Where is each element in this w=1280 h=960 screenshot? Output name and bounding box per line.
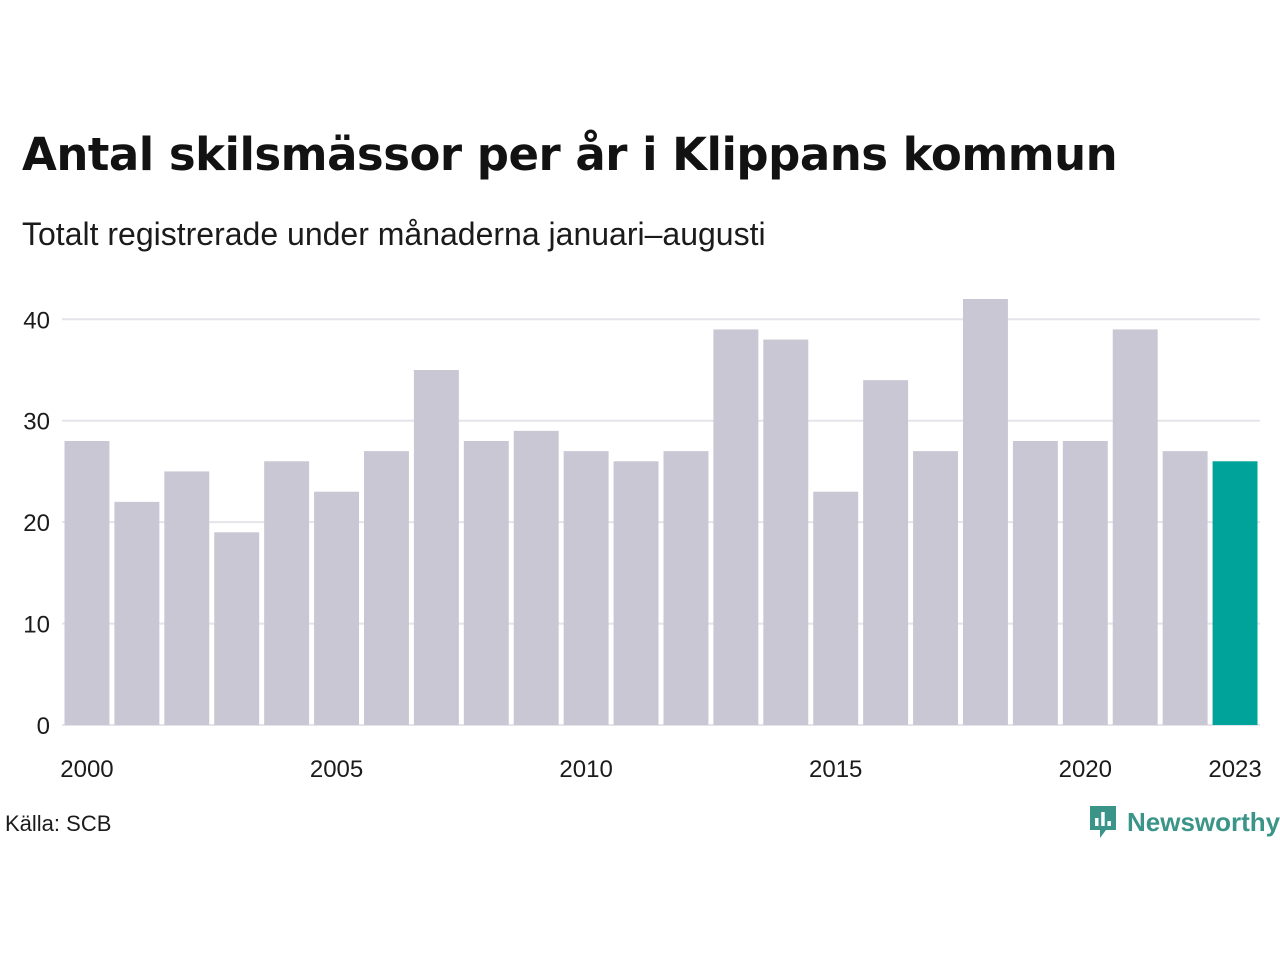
y-tick-label: 30 <box>23 409 50 436</box>
bar-2009 <box>513 430 559 725</box>
bar-2003 <box>214 532 260 725</box>
newsworthy-logo[interactable]: Newsworthy <box>1088 804 1280 840</box>
y-tick-label: 10 <box>23 612 50 639</box>
bar-2006 <box>364 451 409 725</box>
x-tick-label: 2000 <box>60 756 113 783</box>
bar-2012 <box>663 451 709 725</box>
x-axis-ticks: 2000 2005 2010 2015 2020 2023 <box>60 756 1261 783</box>
source-note: Källa: SCB <box>5 811 112 836</box>
x-tick-label: 2015 <box>809 756 862 783</box>
brand-name: Newsworthy <box>1127 806 1280 837</box>
x-tick-label: 2023 <box>1208 756 1261 783</box>
bar-chart: 0 10 20 30 40 2000 2005 2010 2015 2020 2023 <box>23 299 1262 783</box>
bar-2002 <box>164 471 210 725</box>
newsworthy-logo-icon <box>1090 806 1116 838</box>
bar-2008 <box>463 441 509 725</box>
chart-subtitle: Totalt registrerade under månaderna janu… <box>22 216 766 252</box>
x-tick-label: 2010 <box>559 756 612 783</box>
bar-2020 <box>1062 441 1108 725</box>
bars <box>64 299 1258 725</box>
bar-2022 <box>1162 451 1208 725</box>
bar-2007 <box>413 370 459 725</box>
y-tick-label: 0 <box>37 713 50 740</box>
bar-2001 <box>114 501 160 725</box>
bar-2017 <box>913 451 958 725</box>
bar-2015 <box>813 491 859 725</box>
gridlines <box>62 318 1260 726</box>
bar-2005 <box>314 491 359 725</box>
x-tick-label: 2020 <box>1059 756 1112 783</box>
bar-2010 <box>563 451 609 725</box>
bar-2011 <box>613 461 659 725</box>
chart-title: Antal skilsmässor per år i Klippans komm… <box>22 128 1118 181</box>
bar-2016 <box>863 380 909 725</box>
x-tick-label: 2005 <box>310 756 363 783</box>
bar-2019 <box>1012 441 1058 725</box>
bar-2023 <box>1212 461 1258 725</box>
bar-2004 <box>264 461 310 725</box>
bar-2018 <box>963 299 1008 725</box>
bar-2000 <box>64 441 110 725</box>
bar-2014 <box>763 339 809 725</box>
bar-2013 <box>713 329 759 725</box>
bar-2021 <box>1112 329 1158 725</box>
y-tick-label: 20 <box>23 510 50 537</box>
y-axis-ticks: 0 10 20 30 40 <box>23 307 50 740</box>
y-tick-label: 40 <box>23 307 50 334</box>
